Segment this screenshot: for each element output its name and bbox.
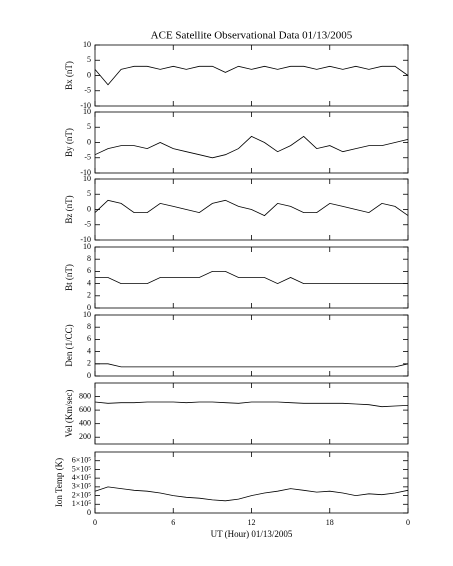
y-tick-label: 0 — [87, 303, 91, 312]
y-tick-label: 2×10⁵ — [72, 490, 92, 499]
data-line — [94, 486, 409, 502]
y-tick-label: 2 — [87, 291, 91, 300]
y-tick-label: 4 — [87, 278, 91, 287]
y-axis-label: Bx (nT) — [64, 61, 74, 90]
y-tick-label: 1×10⁵ — [72, 499, 92, 508]
panel-frame — [94, 451, 409, 514]
y-tick-label: 10 — [83, 40, 91, 49]
y-tick-label: -10 — [80, 235, 91, 244]
y-tick-label: 5 — [87, 189, 91, 198]
y-tick-label: 10 — [83, 107, 91, 116]
y-tick-label: 10 — [83, 310, 91, 319]
y-tick-label: 10 — [83, 174, 91, 183]
y-tick-label: 8 — [87, 254, 91, 263]
y-tick-label: 0 — [87, 508, 91, 517]
x-tick-label: 12 — [248, 518, 256, 527]
y-tick-label: 4×10⁵ — [72, 473, 92, 482]
y-tick-label: 600 — [79, 405, 91, 414]
y-axis-label: Bt (nT) — [64, 264, 74, 291]
y-tick-label: 0 — [87, 70, 91, 79]
data-line — [94, 135, 409, 159]
y-axis-label: Ion Temp (K) — [54, 458, 64, 507]
y-tick-label: -5 — [84, 220, 91, 229]
y-tick-label: 4 — [87, 346, 91, 355]
y-axis-label: Vel (Km/sec) — [64, 390, 74, 438]
y-tick-label: 800 — [79, 391, 91, 400]
y-tick-label: 0 — [87, 371, 91, 380]
y-tick-label: 3×10⁵ — [72, 482, 92, 491]
x-tick-label: 6 — [171, 518, 175, 527]
y-tick-label: 400 — [79, 418, 91, 427]
chart-title: ACE Satellite Observational Data 01/13/2… — [151, 30, 353, 42]
y-tick-label: 5 — [87, 55, 91, 64]
y-tick-label: -5 — [84, 153, 91, 162]
y-tick-label: -10 — [80, 168, 91, 177]
panel-frame — [94, 44, 409, 107]
y-tick-label: 8 — [87, 322, 91, 331]
x-tick-label: 0 — [93, 518, 97, 527]
y-axis-label: Bz (nT) — [64, 195, 74, 223]
panel-frame — [94, 382, 409, 445]
x-tick-label: 0 — [406, 518, 410, 527]
y-tick-label: -10 — [80, 101, 91, 110]
y-tick-label: -5 — [84, 86, 91, 95]
y-tick-label: 200 — [79, 432, 91, 441]
y-tick-label: 5×10⁵ — [72, 464, 92, 473]
x-tick-label: 18 — [326, 518, 334, 527]
data-line — [95, 271, 408, 285]
data-line — [94, 65, 409, 86]
y-tick-label: 0 — [87, 137, 91, 146]
data-line — [95, 363, 409, 368]
y-tick-label: 10 — [83, 242, 91, 251]
panel-frame — [94, 111, 409, 174]
x-axis-label: UT (Hour) 01/13/2005 — [211, 529, 293, 539]
y-tick-label: 0 — [87, 204, 91, 213]
data-line — [94, 199, 409, 217]
y-tick-label: 5 — [87, 122, 91, 131]
y-tick-label: 6 — [87, 266, 91, 275]
y-tick-label: 6 — [87, 334, 91, 343]
y-tick-label: 2 — [87, 359, 91, 368]
y-axis-label: By (nT) — [64, 128, 74, 157]
y-axis-label: Den (1/CC) — [64, 324, 74, 366]
data-line — [94, 401, 409, 408]
y-tick-label: 6×10⁵ — [72, 456, 92, 465]
